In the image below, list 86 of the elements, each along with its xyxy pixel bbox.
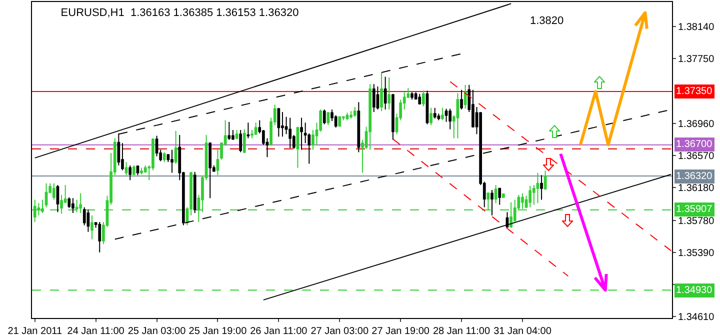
- candlestick: [228, 121, 231, 140]
- ref-line-label: 1.37350: [676, 86, 713, 97]
- y-tick-label: 1.38140: [678, 22, 715, 34]
- candlestick: [208, 142, 212, 199]
- candlestick: [132, 164, 136, 176]
- candlestick: [98, 221, 102, 253]
- x-tick-label: 25 Jan 03:00: [128, 326, 186, 335]
- y-tick-label: 1.37750: [678, 54, 715, 66]
- candlestick: [52, 182, 56, 200]
- annotation: 1.3820: [530, 15, 564, 27]
- candlestick: [372, 84, 376, 112]
- candlestick: [296, 126, 300, 168]
- candlestick: [494, 184, 498, 204]
- ref-line-label: 1.36700: [676, 139, 713, 150]
- candlestick: [502, 194, 505, 198]
- candlestick: [90, 214, 94, 240]
- candlestick: [239, 130, 242, 153]
- ref-line-label: 1.34930: [676, 285, 713, 296]
- candlestick: [528, 185, 532, 208]
- candlestick: [368, 84, 372, 150]
- candlestick: [68, 196, 71, 209]
- x-tick-label: 21 Jan 2011: [8, 326, 62, 335]
- candlestick: [346, 112, 349, 121]
- x-tick-label: 26 Jan 11:00: [250, 326, 308, 335]
- candlestick: [433, 107, 436, 120]
- candlestick: [376, 86, 380, 110]
- candlestick: [86, 209, 90, 232]
- candlestick: [242, 128, 246, 154]
- candlestick: [464, 84, 467, 110]
- candlestick: [281, 111, 284, 138]
- candlestick: [322, 109, 326, 125]
- candlestick: [448, 108, 452, 130]
- y-tick-label: 1.35780: [678, 216, 715, 227]
- candlestick: [540, 174, 543, 200]
- candlestick: [277, 107, 280, 138]
- candlestick: [441, 107, 444, 121]
- candlestick: [490, 189, 494, 216]
- candlestick: [79, 192, 82, 214]
- candlestick: [124, 162, 128, 176]
- y-tick-label: 1.36960: [678, 118, 715, 130]
- candlestick: [140, 167, 143, 175]
- candlestick: [353, 106, 356, 118]
- ref-line-label: 1.36320: [676, 171, 713, 182]
- candlestick: [498, 188, 502, 206]
- candlestick: [388, 77, 391, 110]
- candlestick: [162, 152, 166, 163]
- candlestick: [544, 170, 547, 190]
- candlestick: [418, 93, 422, 106]
- ref-line-label: 1.35907: [676, 204, 713, 215]
- candlestick: [193, 171, 196, 214]
- y-tick-label: 1.34610: [678, 312, 715, 323]
- candlestick: [430, 107, 432, 126]
- candlestick: [300, 117, 303, 150]
- candlestick: [216, 149, 220, 176]
- candlestick: [380, 72, 383, 112]
- candlestick: [235, 130, 238, 140]
- candlestick: [56, 184, 60, 213]
- y-tick-label: 1.36180: [678, 183, 715, 194]
- candlestick: [174, 130, 178, 164]
- x-tick-label: 25 Jan 19:00: [188, 326, 248, 335]
- candlestick: [350, 110, 352, 120]
- candlestick: [460, 89, 463, 110]
- candlestick: [410, 92, 414, 100]
- y-tick-label: 1.35390: [678, 248, 715, 259]
- candlestick: [338, 116, 342, 128]
- x-tick-label: 31 Jan 04:00: [494, 326, 552, 335]
- candlestick: [392, 93, 394, 140]
- x-tick-label: 24 Jan 11:00: [67, 326, 125, 335]
- x-tick-label: 27 Jan 19:00: [372, 326, 430, 335]
- candlestick: [357, 102, 360, 153]
- x-tick-label: 27 Jan 03:00: [310, 326, 369, 335]
- candlestick: [128, 164, 132, 181]
- x-tick-label: 28 Jan 11:00: [432, 326, 490, 335]
- candlestick: [72, 198, 74, 214]
- y-tick-label: 1.36570: [678, 150, 715, 162]
- candlestick: [456, 92, 460, 139]
- candlestick: [44, 182, 48, 208]
- candlestick: [288, 117, 292, 149]
- text: EURUSD,H1 1.36163 1.36385 1.36153 1.36320: [60, 7, 299, 20]
- candlestick: [422, 90, 425, 107]
- candlestick: [170, 149, 174, 174]
- candlestick: [384, 76, 387, 110]
- candlestick: [536, 172, 540, 204]
- candlestick: [155, 135, 158, 157]
- candlestick: [246, 122, 250, 139]
- candlestick: [254, 122, 258, 136]
